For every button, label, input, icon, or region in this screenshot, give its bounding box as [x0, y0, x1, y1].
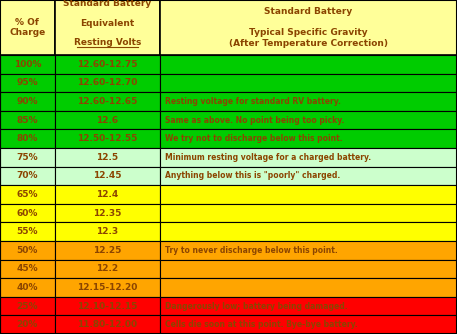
FancyBboxPatch shape [55, 185, 160, 204]
FancyBboxPatch shape [55, 278, 160, 297]
FancyBboxPatch shape [160, 148, 457, 167]
FancyBboxPatch shape [55, 315, 160, 334]
FancyBboxPatch shape [0, 260, 55, 278]
FancyBboxPatch shape [55, 204, 160, 222]
Text: 12.10-12.15: 12.10-12.15 [77, 302, 138, 311]
Text: 12.60-12.70: 12.60-12.70 [77, 78, 138, 88]
Text: 12.6: 12.6 [96, 116, 118, 125]
Text: % Of
Charge: % Of Charge [9, 18, 46, 37]
Text: 85%: 85% [16, 116, 38, 125]
FancyBboxPatch shape [0, 222, 55, 241]
FancyBboxPatch shape [160, 260, 457, 278]
FancyBboxPatch shape [160, 111, 457, 130]
FancyBboxPatch shape [160, 130, 457, 148]
FancyBboxPatch shape [55, 55, 160, 74]
FancyBboxPatch shape [160, 92, 457, 111]
FancyBboxPatch shape [0, 92, 55, 111]
Text: 60%: 60% [17, 209, 38, 218]
FancyBboxPatch shape [0, 278, 55, 297]
Text: 12.25: 12.25 [93, 246, 122, 255]
FancyBboxPatch shape [0, 315, 55, 334]
Text: 12.2: 12.2 [96, 265, 118, 274]
FancyBboxPatch shape [0, 297, 55, 315]
Text: Standard Battery

Typical Specific Gravity
(After Temperature Correction): Standard Battery Typical Specific Gravit… [229, 7, 388, 48]
FancyBboxPatch shape [0, 0, 55, 55]
Text: 12.60-12.75: 12.60-12.75 [77, 60, 138, 69]
Text: 12.45: 12.45 [93, 171, 122, 180]
FancyBboxPatch shape [160, 241, 457, 260]
FancyBboxPatch shape [160, 185, 457, 204]
Text: 90%: 90% [16, 97, 38, 106]
Text: Minimum resting voltage for a charged battery.: Minimum resting voltage for a charged ba… [165, 153, 372, 162]
FancyBboxPatch shape [55, 92, 160, 111]
Text: 12.35: 12.35 [93, 209, 122, 218]
FancyBboxPatch shape [0, 204, 55, 222]
Text: 12.50-12.55: 12.50-12.55 [77, 134, 138, 143]
Text: Anything below this is "poorly" charged.: Anything below this is "poorly" charged. [165, 171, 340, 180]
Text: 12.3: 12.3 [96, 227, 118, 236]
Text: 25%: 25% [16, 302, 38, 311]
FancyBboxPatch shape [160, 204, 457, 222]
Text: 55%: 55% [16, 227, 38, 236]
Text: Same as above. No point being too picky.: Same as above. No point being too picky. [165, 116, 345, 125]
Text: 100%: 100% [14, 60, 41, 69]
FancyBboxPatch shape [160, 74, 457, 92]
FancyBboxPatch shape [55, 74, 160, 92]
FancyBboxPatch shape [55, 241, 160, 260]
Text: Try to never discharge below this point.: Try to never discharge below this point. [165, 246, 338, 255]
Text: 70%: 70% [16, 171, 38, 180]
Text: 12.60-12.65: 12.60-12.65 [77, 97, 138, 106]
Text: 20%: 20% [17, 320, 38, 329]
FancyBboxPatch shape [160, 167, 457, 185]
Text: 45%: 45% [16, 265, 38, 274]
Text: Resting Volts: Resting Volts [74, 38, 141, 47]
FancyBboxPatch shape [0, 185, 55, 204]
FancyBboxPatch shape [55, 148, 160, 167]
FancyBboxPatch shape [0, 74, 55, 92]
FancyBboxPatch shape [160, 55, 457, 74]
Text: 65%: 65% [16, 190, 38, 199]
Text: Standard Battery

Equivalent: Standard Battery Equivalent [63, 0, 152, 28]
Text: 40%: 40% [16, 283, 38, 292]
FancyBboxPatch shape [0, 111, 55, 130]
FancyBboxPatch shape [55, 0, 160, 55]
Text: 12.5: 12.5 [96, 153, 118, 162]
FancyBboxPatch shape [160, 315, 457, 334]
FancyBboxPatch shape [0, 241, 55, 260]
Text: Resting voltage for standard RV battery.: Resting voltage for standard RV battery. [165, 97, 341, 106]
FancyBboxPatch shape [0, 167, 55, 185]
Text: 50%: 50% [17, 246, 38, 255]
FancyBboxPatch shape [160, 278, 457, 297]
Text: 80%: 80% [17, 134, 38, 143]
Text: 12.15-12.20: 12.15-12.20 [77, 283, 138, 292]
FancyBboxPatch shape [55, 167, 160, 185]
FancyBboxPatch shape [0, 130, 55, 148]
Text: 12.4: 12.4 [96, 190, 118, 199]
FancyBboxPatch shape [160, 297, 457, 315]
Text: 11.80-12.00: 11.80-12.00 [77, 320, 138, 329]
Text: 95%: 95% [16, 78, 38, 88]
FancyBboxPatch shape [0, 55, 55, 74]
FancyBboxPatch shape [55, 130, 160, 148]
FancyBboxPatch shape [160, 222, 457, 241]
FancyBboxPatch shape [160, 0, 457, 55]
FancyBboxPatch shape [55, 111, 160, 130]
Text: Dangerously low; battery being damaged.: Dangerously low; battery being damaged. [165, 302, 348, 311]
Text: Cells die soon at this point. Bye-bye battery.: Cells die soon at this point. Bye-bye ba… [165, 320, 358, 329]
Text: 75%: 75% [16, 153, 38, 162]
Text: We try not to discharge below this point.: We try not to discharge below this point… [165, 134, 343, 143]
FancyBboxPatch shape [55, 260, 160, 278]
FancyBboxPatch shape [0, 148, 55, 167]
FancyBboxPatch shape [55, 222, 160, 241]
FancyBboxPatch shape [55, 297, 160, 315]
